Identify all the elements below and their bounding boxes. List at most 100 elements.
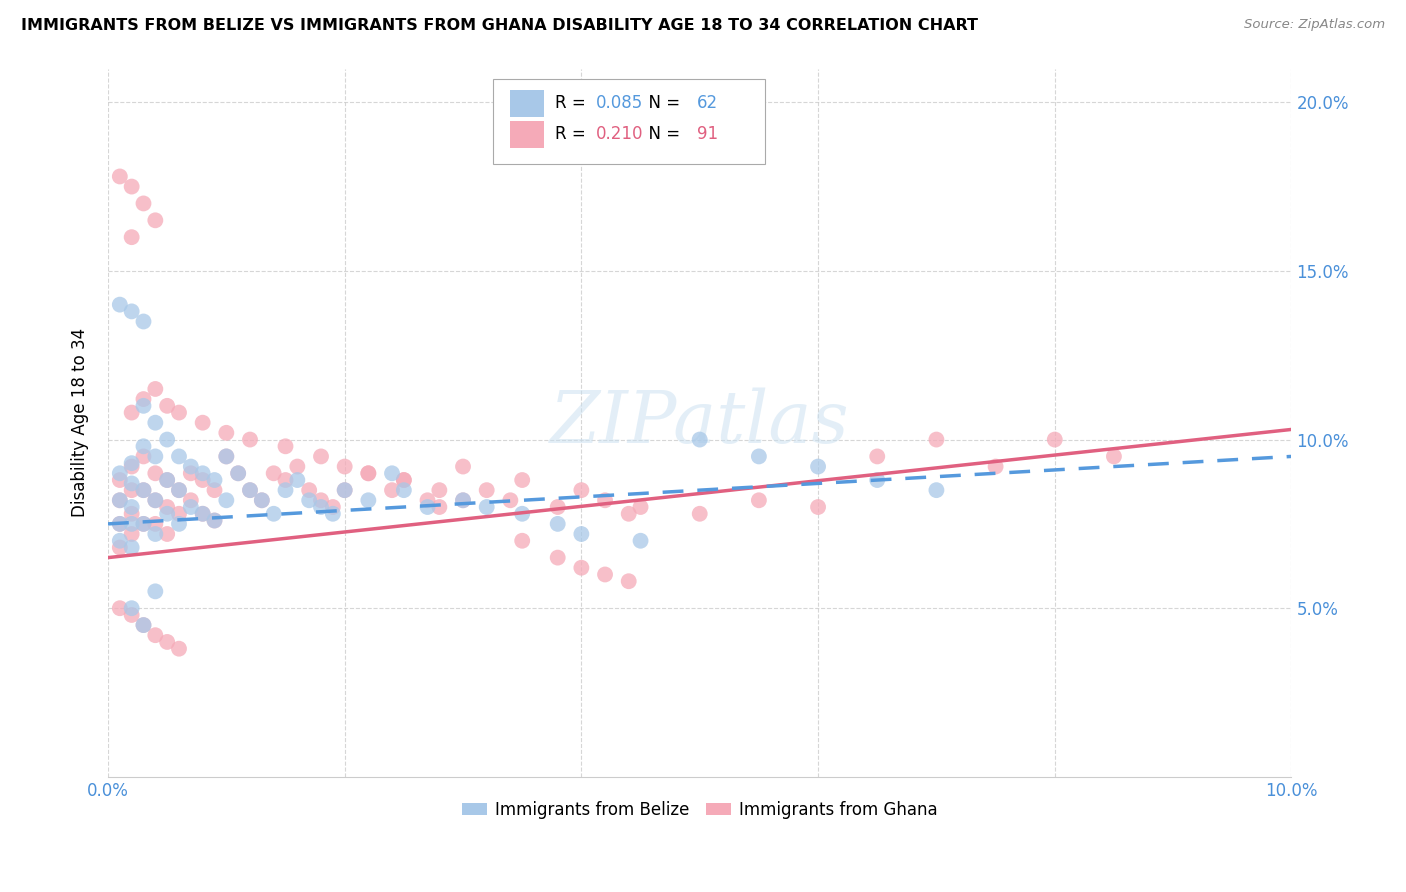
Point <box>689 433 711 447</box>
Point <box>274 483 297 498</box>
Point <box>510 533 533 548</box>
Point <box>381 483 404 498</box>
Point <box>925 433 948 447</box>
Point <box>156 433 179 447</box>
Point <box>132 618 155 632</box>
Point <box>807 459 830 474</box>
Text: R =: R = <box>555 126 592 144</box>
Point <box>204 473 226 487</box>
Point <box>569 527 592 541</box>
Point <box>451 459 474 474</box>
Point <box>121 179 143 194</box>
Point <box>204 514 226 528</box>
Point <box>132 618 155 632</box>
Point <box>108 298 131 312</box>
FancyBboxPatch shape <box>492 79 765 164</box>
Point <box>617 507 640 521</box>
Point <box>121 476 143 491</box>
Point <box>121 507 143 521</box>
Y-axis label: Disability Age 18 to 34: Disability Age 18 to 34 <box>72 328 89 517</box>
Point <box>866 473 889 487</box>
Point <box>689 507 711 521</box>
Point <box>475 483 498 498</box>
Point <box>108 493 131 508</box>
Point <box>322 507 344 521</box>
Text: N =: N = <box>638 126 686 144</box>
Point <box>451 493 474 508</box>
Point <box>226 467 249 481</box>
Point <box>108 473 131 487</box>
Point <box>156 527 179 541</box>
Point <box>285 459 308 474</box>
Point <box>143 467 166 481</box>
Point <box>121 304 143 318</box>
Text: 91: 91 <box>697 126 718 144</box>
Text: ZIPatlas: ZIPatlas <box>550 387 849 458</box>
Point <box>274 439 297 453</box>
Point <box>132 483 155 498</box>
Point <box>167 641 190 656</box>
Point <box>132 399 155 413</box>
Point <box>984 459 1007 474</box>
Point <box>121 406 143 420</box>
Point <box>274 473 297 487</box>
Point <box>263 507 285 521</box>
Point <box>132 392 155 406</box>
Point <box>108 467 131 481</box>
Point <box>239 483 262 498</box>
Text: N =: N = <box>638 95 686 112</box>
Text: 0.210: 0.210 <box>596 126 643 144</box>
Point <box>121 459 143 474</box>
Point <box>143 382 166 396</box>
Point <box>108 516 131 531</box>
Point <box>108 541 131 555</box>
Point <box>132 483 155 498</box>
Point <box>167 450 190 464</box>
Point <box>108 533 131 548</box>
Point <box>143 516 166 531</box>
Point <box>156 507 179 521</box>
Point <box>191 416 214 430</box>
Bar <box>510 90 544 117</box>
Point <box>427 483 450 498</box>
Point <box>156 635 179 649</box>
Point <box>250 493 273 508</box>
Point <box>547 550 569 565</box>
Point <box>215 450 238 464</box>
Point <box>925 483 948 498</box>
Point <box>191 467 214 481</box>
Point <box>143 450 166 464</box>
Point <box>322 500 344 514</box>
Point <box>593 567 616 582</box>
Point <box>392 483 415 498</box>
Point <box>499 493 522 508</box>
Point <box>143 213 166 227</box>
Point <box>108 601 131 615</box>
Point <box>357 493 380 508</box>
Point <box>191 507 214 521</box>
Point <box>156 500 179 514</box>
Point <box>1043 433 1066 447</box>
Point <box>510 507 533 521</box>
Point <box>108 493 131 508</box>
Point <box>416 493 439 508</box>
Point <box>392 473 415 487</box>
Point <box>309 493 332 508</box>
Point <box>191 473 214 487</box>
Point <box>121 541 143 555</box>
Point <box>381 467 404 481</box>
Point <box>333 459 356 474</box>
Point <box>285 473 308 487</box>
Point <box>748 493 770 508</box>
Point <box>156 399 179 413</box>
Point <box>475 500 498 514</box>
Point <box>156 473 179 487</box>
Point <box>143 527 166 541</box>
Text: Source: ZipAtlas.com: Source: ZipAtlas.com <box>1244 18 1385 31</box>
Point <box>215 493 238 508</box>
Point <box>121 500 143 514</box>
Point <box>215 425 238 440</box>
Point <box>132 314 155 328</box>
Point <box>156 473 179 487</box>
Point <box>204 514 226 528</box>
